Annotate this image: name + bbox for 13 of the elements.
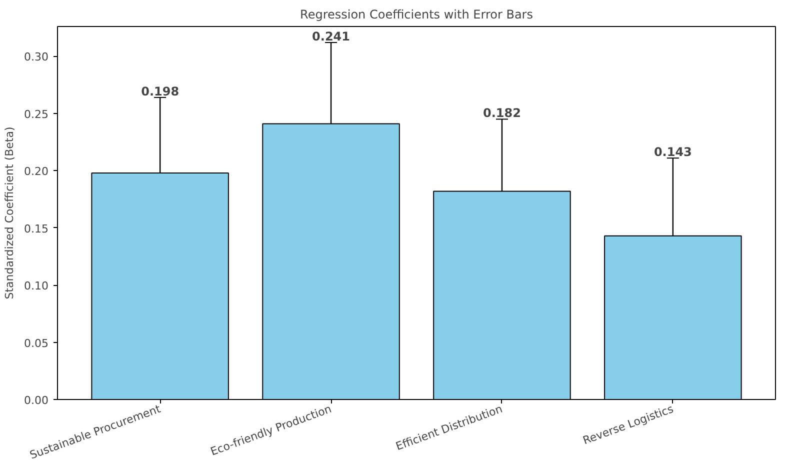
y-tick-label: 0.15: [24, 222, 49, 236]
y-tick-label: 0.30: [24, 50, 49, 64]
annotation: 0.143: [654, 145, 692, 160]
y-tick-label: 0.05: [24, 336, 49, 350]
y-tick-label: 0.10: [24, 280, 49, 293]
annotation: 0.241: [312, 30, 350, 44]
y-tick-label: 0.20: [24, 165, 49, 178]
chart-title: Regression Coefficients with Error Bars: [300, 8, 533, 22]
y-axis-title: Standardized Coefficient (Beta): [3, 126, 16, 300]
annotation: 0.198: [141, 84, 180, 98]
y-tick-label: 0.00: [24, 394, 49, 407]
annotation: 0.182: [483, 106, 521, 120]
y-tick-label: 0.25: [24, 108, 49, 121]
